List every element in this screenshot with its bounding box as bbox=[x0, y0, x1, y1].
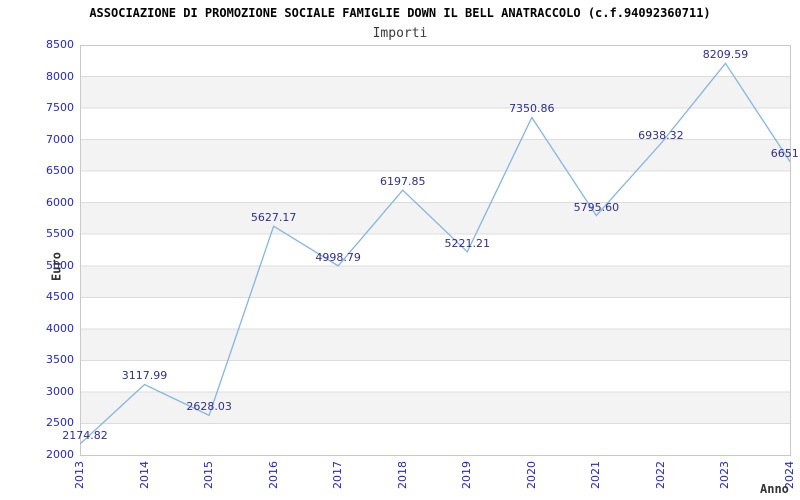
chart-title: ASSOCIAZIONE DI PROMOZIONE SOCIALE FAMIG… bbox=[89, 6, 711, 20]
data-point-label: 4998.79 bbox=[315, 250, 361, 264]
plot-area bbox=[80, 45, 791, 456]
y-tick-label: 6500 bbox=[46, 164, 74, 178]
x-tick-label: 2014 bbox=[137, 461, 151, 489]
data-point-label: 6938.32 bbox=[638, 128, 684, 142]
y-tick-label: 3500 bbox=[46, 353, 74, 367]
y-tick-label: 3000 bbox=[46, 384, 74, 398]
x-tick-label: 2019 bbox=[460, 461, 474, 489]
data-point-label: 5795.60 bbox=[573, 200, 620, 214]
data-point-label: 8209.59 bbox=[702, 48, 749, 62]
grid-band bbox=[80, 76, 790, 109]
chart-subtitle: Importi bbox=[372, 26, 428, 41]
y-tick-label: 2000 bbox=[46, 448, 74, 461]
grid-band bbox=[80, 328, 790, 361]
y-tick-label: 5500 bbox=[46, 227, 74, 241]
x-tick-label: 2018 bbox=[395, 461, 409, 489]
data-point-label: 5627.17 bbox=[250, 211, 297, 225]
x-tick-label: 2013 bbox=[73, 461, 86, 489]
data-point-label: 5221.21 bbox=[444, 236, 491, 250]
data-point-label: 6651.0 bbox=[770, 146, 800, 160]
data-point-label: 7350.86 bbox=[509, 102, 555, 116]
grid-band bbox=[80, 139, 790, 172]
y-tick-label: 4500 bbox=[46, 290, 74, 304]
y-axis-title: Euro bbox=[49, 252, 64, 281]
x-tick-label: 2021 bbox=[589, 461, 603, 489]
data-point-label: 2628.03 bbox=[186, 400, 232, 414]
data-point-label: 3117.99 bbox=[121, 369, 168, 383]
grid-band bbox=[80, 202, 790, 235]
grid-band bbox=[80, 391, 790, 424]
y-tick-label: 5000 bbox=[46, 258, 74, 272]
y-tick-label: 6000 bbox=[46, 195, 74, 209]
x-tick-label: 2020 bbox=[524, 461, 538, 489]
x-tick-label: 2017 bbox=[331, 461, 345, 489]
plot-border bbox=[80, 45, 791, 456]
y-tick-label: 2500 bbox=[46, 416, 74, 430]
data-point-label: 2174.82 bbox=[62, 428, 108, 442]
grid-band bbox=[80, 265, 790, 298]
x-axis-title: Anno bbox=[760, 482, 789, 496]
y-tick-label: 7500 bbox=[46, 101, 74, 115]
y-tick-label: 7000 bbox=[46, 132, 74, 146]
x-tick-label: 2023 bbox=[718, 461, 732, 489]
x-tick-label: 2022 bbox=[653, 461, 667, 489]
y-tick-label: 4000 bbox=[46, 321, 74, 335]
y-tick-label: 8500 bbox=[46, 38, 74, 51]
x-tick-label: 2016 bbox=[266, 461, 280, 489]
data-point-label: 6197.85 bbox=[379, 175, 426, 189]
series-line bbox=[80, 62, 791, 445]
y-tick-label: 8000 bbox=[46, 69, 74, 83]
x-tick-label: 2015 bbox=[202, 461, 216, 489]
